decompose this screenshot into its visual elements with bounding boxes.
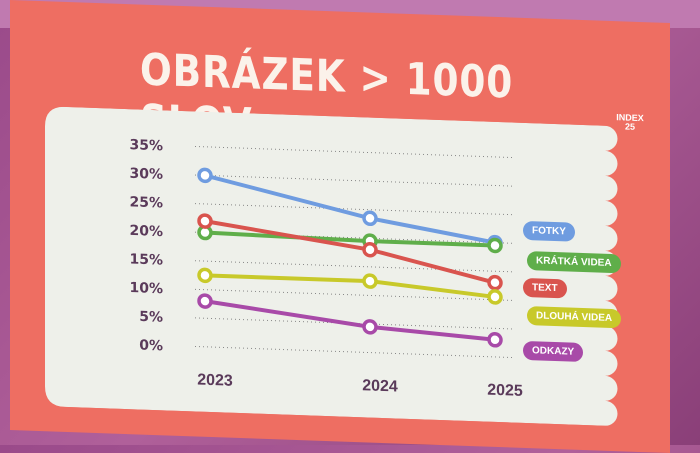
data-point [362,210,378,227]
data-point [197,267,213,284]
legend-item: ODKAZY [523,340,584,363]
gridline [195,203,515,216]
data-point [197,293,213,309]
data-point [197,167,213,184]
y-tick-label: 0% [139,338,163,355]
legend-item: DLOUHÁ VIDEA [527,306,622,329]
legend-item: FOTKY [523,220,575,242]
line-chart: 0% 5% 10% 15% 20% 25% 30% 35% 2023 2024 2025 [45,106,618,426]
gridline [195,174,515,187]
y-tick-label: 15% [129,251,163,268]
legend-item: KRÁTKÁ VIDEA [527,251,621,274]
gridline [195,288,515,301]
gridline [195,231,515,244]
x-tick-label: 2023 [197,372,233,390]
data-point [487,289,503,305]
data-point [487,274,503,291]
gridline [195,145,515,159]
y-tick-label: 20% [129,223,163,240]
data-point [362,273,378,289]
y-tick-label: 35% [129,137,163,154]
panel-background [45,106,618,426]
x-tick-label: 2025 [487,382,523,400]
data-point [362,241,378,258]
data-point [487,237,503,254]
gridline [195,260,515,273]
y-tick-label: 5% [139,309,163,326]
data-point [487,332,503,348]
legend-item: TEXT [523,277,567,299]
y-tick-label: 10% [129,280,163,297]
chart-panel: 0% 5% 10% 15% 20% 25% 30% 35% 2023 2024 2025 FOTKY… [45,106,650,427]
data-point [362,319,378,335]
slide: OBRÁZEK > 1000 SLOV INDEX 25 0%5%10%15%2… [10,0,670,453]
y-tick-label: 30% [129,166,163,183]
y-tick-label: 25% [129,194,163,211]
data-point [197,213,213,229]
x-tick-label: 2024 [362,377,398,395]
gridline [195,345,515,359]
